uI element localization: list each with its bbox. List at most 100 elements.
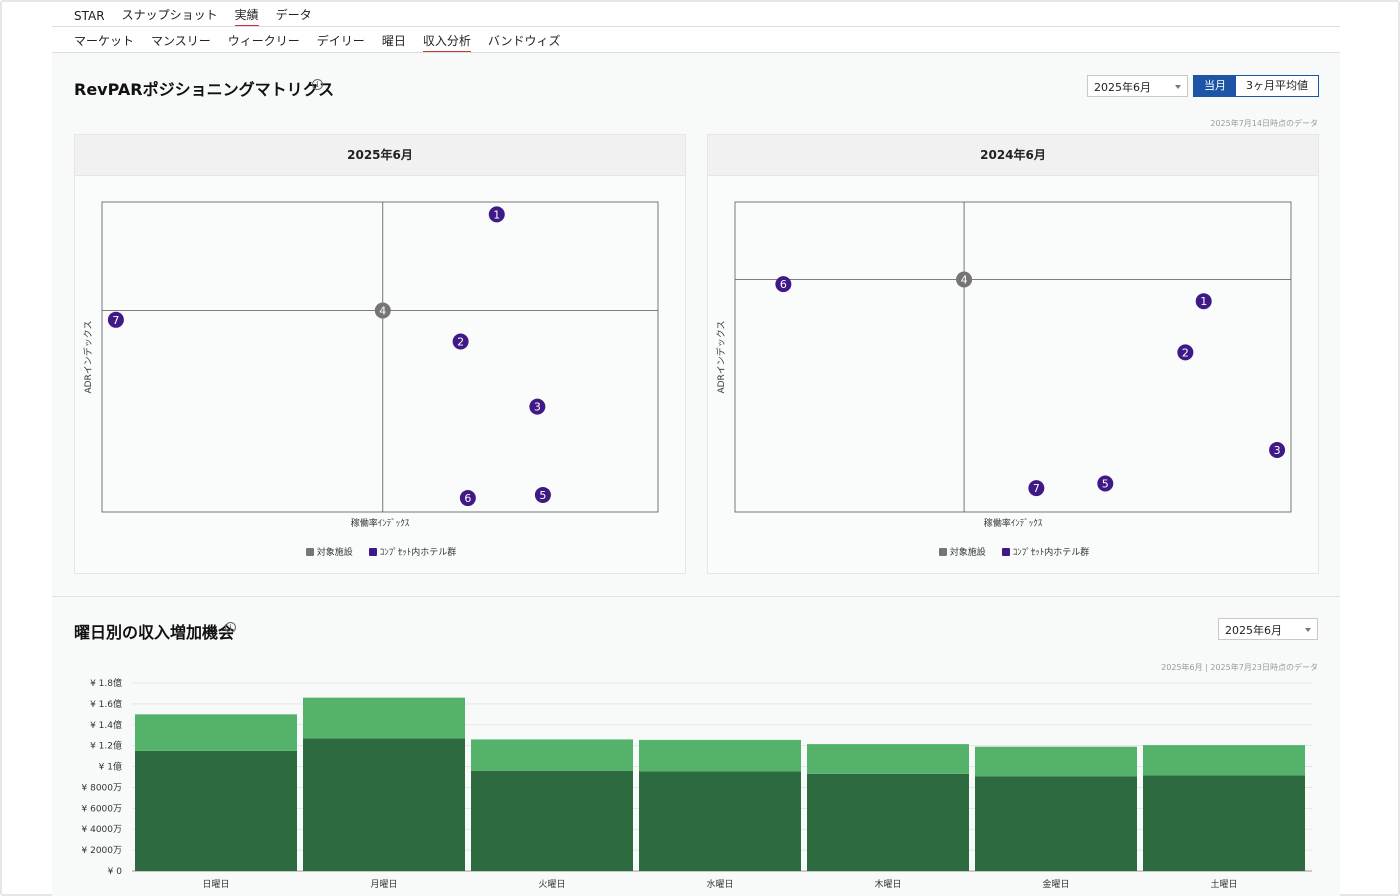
weekday-revenue-chart: ¥ 0 ¥ 2000万 ¥ 4000万 ¥ 6000万 ¥ 8000万 ¥ 1億 ¥ 1.2… [82,677,1312,890]
y-axis-label: ADRインデックス [82,320,94,393]
matrix-legend: 対象施設 ｺﾝﾌﾟｾｯﾄ内ホテル群 [708,545,1320,558]
matrix-point-7: 7 [107,311,124,328]
legend-swatch-comp [368,548,377,556]
matrix-chart-previous: 稼働率ｲﾝﾃﾞｯｸｽ ADRインデックス 1 2 3 4 5 6 7 [715,201,1292,529]
bar-segment-1 [471,739,633,771]
bar-segment-0 [975,776,1137,871]
y-tick-label: ¥ 4000万 [82,825,123,835]
legend-item-target: 対象施設 [938,545,986,558]
x-tick-label: 木曜日 [874,878,901,890]
x-axis-label: 稼働率ｲﾝﾃﾞｯｸｽ [351,517,410,529]
legend-label-comp: ｺﾝﾌﾟｾｯﾄ内ホテル群 [1012,548,1090,558]
y-tick-label: ¥ 0 [108,867,123,877]
point-label: 6 [780,278,787,291]
subnav-tab-4[interactable]: 曜日 [381,34,406,48]
positioning-title: RevPARポジショニングマトリクス [74,80,335,99]
matrix-point-6: 6 [459,490,476,507]
point-label: 5 [539,489,546,502]
chevron-down-icon [1305,628,1311,632]
y-tick-label: ¥ 2000万 [82,846,123,856]
point-label: 2 [457,336,464,349]
matrix-point-5: 5 [1097,475,1114,492]
x-tick-label: 日曜日 [202,879,229,890]
point-label: 4 [961,274,968,287]
point-marker [452,333,469,350]
x-axis-label: 稼働率ｲﾝﾃﾞｯｸｽ [984,517,1043,529]
legend-swatch-comp [1001,548,1010,556]
legend-item-target: 対象施設 [305,545,353,558]
point-marker [529,398,546,415]
point-marker [775,276,792,293]
matrix-point-7: 7 [1028,480,1045,497]
nav-tab-1[interactable]: スナップショット [121,8,218,22]
bar-segment-0 [807,773,969,871]
matrix-panel-title: 2024年6月 [708,135,1318,176]
bar-segment-0 [303,738,465,871]
bar-segment-1 [975,746,1137,777]
matrix-legend: 対象施設 ｺﾝﾌﾟｾｯﾄ内ホテル群 [75,545,687,558]
x-tick-label: 月曜日 [370,879,397,890]
revenue-timestamp-note: 2025年6月 | 2025年7月23日時点のデータ [1161,663,1318,672]
revenue-title: 曜日別の収入増加機会 [74,623,235,642]
bar-segment-0 [639,771,801,871]
period-toggle: 当月 3ヶ月平均値 [1193,75,1319,97]
point-marker [956,271,973,288]
matrix-point-1: 1 [1195,293,1212,310]
nav-tab-3[interactable]: データ [275,8,312,22]
subnav-tab-5[interactable]: 収入分析 [422,32,471,53]
nav-divider [52,26,1340,27]
subnav-tab-2[interactable]: ウィークリー [227,34,300,48]
bar-segment-1 [303,697,465,739]
legend-item-comp: ｺﾝﾌﾟｾｯﾄ内ホテル群 [1001,545,1090,558]
legend-swatch-target [938,548,947,556]
matrix-panel-current: 2025年6月 稼働率ｲﾝﾃﾞｯｸｽ ADRインデックス 1 2 3 4 5 6 7 対象施設 … [74,134,686,574]
matrix-point-2: 2 [1177,344,1194,361]
chevron-down-icon [1175,85,1181,89]
matrix-point-2: 2 [452,333,469,350]
month-select[interactable]: 2025年6月 [1087,75,1188,97]
revenue-month-select[interactable]: 2025年6月 [1218,618,1318,640]
point-marker [1097,475,1114,492]
point-label: 4 [379,305,386,318]
plot-frame [101,201,659,513]
y-tick-label: ¥ 1億 [99,761,122,773]
subnav-tab-3[interactable]: デイリー [316,34,365,48]
plot-frame [734,201,1292,513]
bar-segment-1 [807,744,969,774]
subnav-tab-0[interactable]: マーケット [74,34,135,48]
matrix-point-6: 6 [775,276,792,293]
matrix-point-1: 1 [488,206,505,223]
bar-segment-1 [1143,745,1305,776]
toggle-three-month-avg[interactable]: 3ヶ月平均値 [1236,76,1318,96]
info-icon[interactable]: i [225,622,236,633]
bar-segment-1 [135,714,297,751]
x-tick-label: 土曜日 [1210,878,1237,890]
matrix-point-5: 5 [534,486,551,503]
y-tick-label: ¥ 1.6億 [90,698,122,710]
point-marker [374,302,391,319]
point-label: 1 [1200,295,1207,308]
point-label: 3 [534,401,541,414]
nav-tab-0[interactable]: STAR [74,9,105,23]
point-label: 2 [1182,346,1189,359]
nav-tab-2[interactable]: 実績 [234,6,259,27]
month-select-value: 2025年6月 [1094,81,1151,94]
matrix-point-3: 3 [529,398,546,415]
toggle-current-month[interactable]: 当月 [1194,76,1236,96]
secondary-nav: マーケット マンスリー ウィークリー デイリー 曜日 収入分析 バンドウィズ [74,27,1340,53]
legend-label-target: 対象施設 [949,548,986,558]
info-icon[interactable]: i [312,79,323,90]
y-tick-label: ¥ 8000万 [82,783,123,793]
point-marker [1177,344,1194,361]
matrix-chart-current: 稼働率ｲﾝﾃﾞｯｸｽ ADRインデックス 1 2 3 4 5 6 7 [82,201,659,529]
subnav-tab-6[interactable]: バンドウィズ [487,34,561,48]
point-label: 7 [112,314,119,327]
subnav-tab-1[interactable]: マンスリー [151,34,211,48]
point-label: 1 [493,208,500,221]
bar-segment-0 [1143,775,1305,871]
nav-divider [52,52,1340,53]
legend-label-target: 対象施設 [316,548,353,558]
bar-segment-1 [639,739,801,772]
bar-segment-0 [471,770,633,871]
point-label: 6 [464,492,471,505]
